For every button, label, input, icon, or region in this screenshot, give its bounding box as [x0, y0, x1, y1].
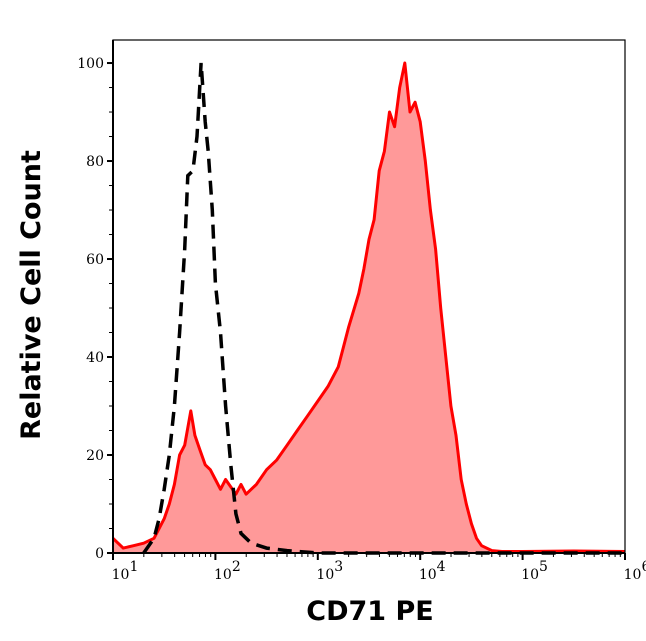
x-tick-label: 104 — [419, 559, 446, 583]
x-axis-title: CD71 PE — [306, 596, 433, 627]
tick-base: 10 — [419, 567, 437, 583]
x-tick-label: 101 — [112, 559, 139, 583]
tick-exponent: 3 — [334, 559, 343, 575]
y-tick-label: 40 — [86, 350, 104, 366]
y-tick-label: 0 — [95, 546, 104, 562]
y-tick-label: 20 — [86, 448, 104, 464]
tick-exponent: 1 — [129, 559, 138, 575]
y-axis-title: Relative Cell Count — [16, 150, 47, 440]
x-tick-label: 103 — [316, 559, 343, 583]
tick-base: 10 — [521, 567, 539, 583]
tick-base: 10 — [112, 567, 130, 583]
stained-area-fill — [113, 63, 625, 553]
plot-area — [111, 61, 626, 555]
y-tick-label: 60 — [86, 252, 104, 268]
tick-exponent: 6 — [641, 559, 646, 575]
x-tick-label: 106 — [624, 559, 646, 583]
x-tick-label: 105 — [521, 559, 548, 583]
tick-exponent: 5 — [539, 559, 548, 575]
tick-exponent: 4 — [437, 559, 446, 575]
tick-exponent: 2 — [232, 559, 241, 575]
tick-base: 10 — [316, 567, 334, 583]
y-tick-label: 80 — [86, 154, 104, 170]
tick-base: 10 — [624, 567, 642, 583]
x-tick-label: 102 — [214, 559, 241, 583]
stained-series-line — [111, 61, 626, 553]
tick-base: 10 — [214, 567, 232, 583]
y-tick-label: 100 — [77, 56, 104, 72]
control-series-dashed-line — [142, 62, 625, 555]
